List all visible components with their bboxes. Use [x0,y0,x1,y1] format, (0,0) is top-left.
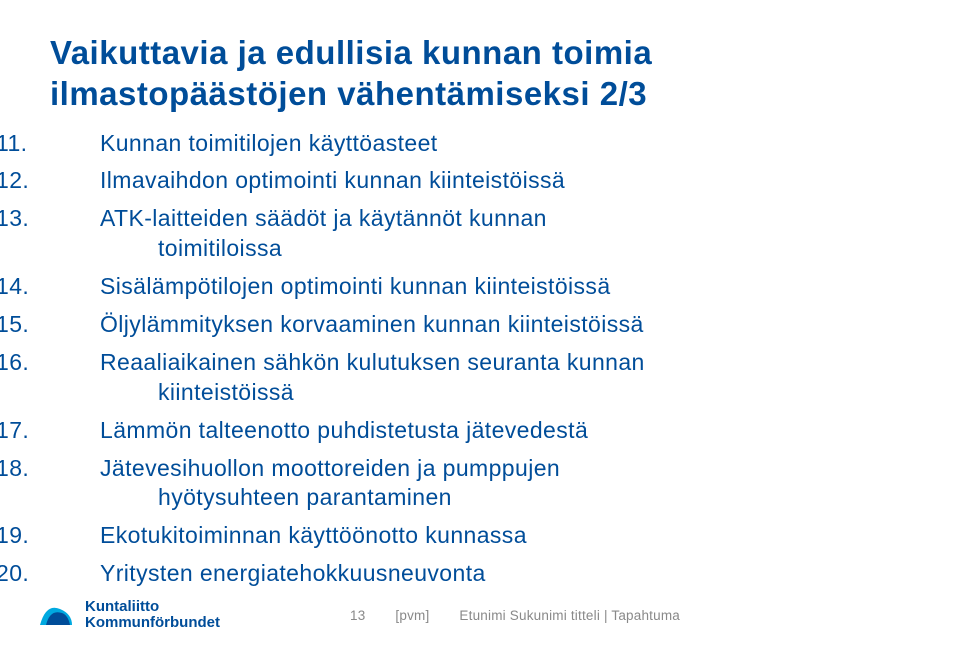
item-text-cont: kiinteistöissä [158,378,909,408]
item-text: Sisälämpötilojen optimointi kunnan kiint… [100,273,611,299]
item-number: 12. [50,166,100,196]
list-item: 17.Lämmön talteenotto puhdistetusta jäte… [104,416,909,446]
item-text: Lämmön talteenotto puhdistetusta jäteved… [100,417,588,443]
item-number: 15. [50,310,100,340]
list-item: 18.Jätevesihuollon moottoreiden ja pumpp… [104,454,909,514]
footer-meta: Etunimi Sukunimi titteli | Tapahtuma [459,608,680,623]
logo-text: Kuntaliitto Kommunförbundet [85,599,220,631]
list-item: 11.Kunnan toimitilojen käyttöasteet [104,129,909,159]
list-item: 19.Ekotukitoiminnan käyttöönotto kunnass… [104,521,909,551]
logo: Kuntaliitto Kommunförbundet [36,595,220,635]
slide-title: Vaikuttavia ja edullisia kunnan toimia i… [50,32,909,115]
item-text: ATK-laitteiden säädöt ja käytännöt kunna… [100,205,547,231]
item-number: 16. [50,348,100,378]
item-text: Kunnan toimitilojen käyttöasteet [100,130,438,156]
page-number: 13 [350,608,365,623]
logo-icon [36,595,76,635]
footer: Kuntaliitto Kommunförbundet 13 [pvm] Etu… [0,595,959,635]
title-line-1: Vaikuttavia ja edullisia kunnan toimia [50,32,909,73]
item-number: 17. [50,416,100,446]
item-text: Jätevesihuollon moottoreiden ja pumppuje… [100,455,560,481]
item-number: 13. [50,204,100,234]
item-text: Reaaliaikainen sähkön kulutuksen seurant… [100,349,645,375]
item-text: Öljylämmityksen korvaaminen kunnan kiint… [100,311,644,337]
item-text-cont: toimitiloissa [158,234,909,264]
list-item: 15.Öljylämmityksen korvaaminen kunnan ki… [104,310,909,340]
slide: Vaikuttavia ja edullisia kunnan toimia i… [0,0,959,655]
list-item: 16.Reaaliaikainen sähkön kulutuksen seur… [104,348,909,408]
item-number: 11. [50,129,100,159]
list-item: 14.Sisälämpötilojen optimointi kunnan ki… [104,272,909,302]
footer-date: [pvm] [395,608,429,623]
list-item: 13.ATK-laitteiden säädöt ja käytännöt ku… [104,204,909,264]
logo-text-line-1: Kuntaliitto [85,599,220,615]
content-list: 11.Kunnan toimitilojen käyttöasteet 12.I… [50,129,909,590]
item-number: 18. [50,454,100,484]
item-text: Yritysten energiatehokkuusneuvonta [100,560,486,586]
item-number: 19. [50,521,100,551]
logo-text-line-2: Kommunförbundet [85,615,220,631]
item-number: 20. [50,559,100,589]
item-text: Ilmavaihdon optimointi kunnan kiinteistö… [100,167,565,193]
item-text-cont: hyötysuhteen parantaminen [158,483,909,513]
item-number: 14. [50,272,100,302]
title-line-2: ilmastopäästöjen vähentämiseksi 2/3 [50,73,909,114]
item-text: Ekotukitoiminnan käyttöönotto kunnassa [100,522,527,548]
list-item: 12.Ilmavaihdon optimointi kunnan kiintei… [104,166,909,196]
list-item: 20.Yritysten energiatehokkuusneuvonta [104,559,909,589]
